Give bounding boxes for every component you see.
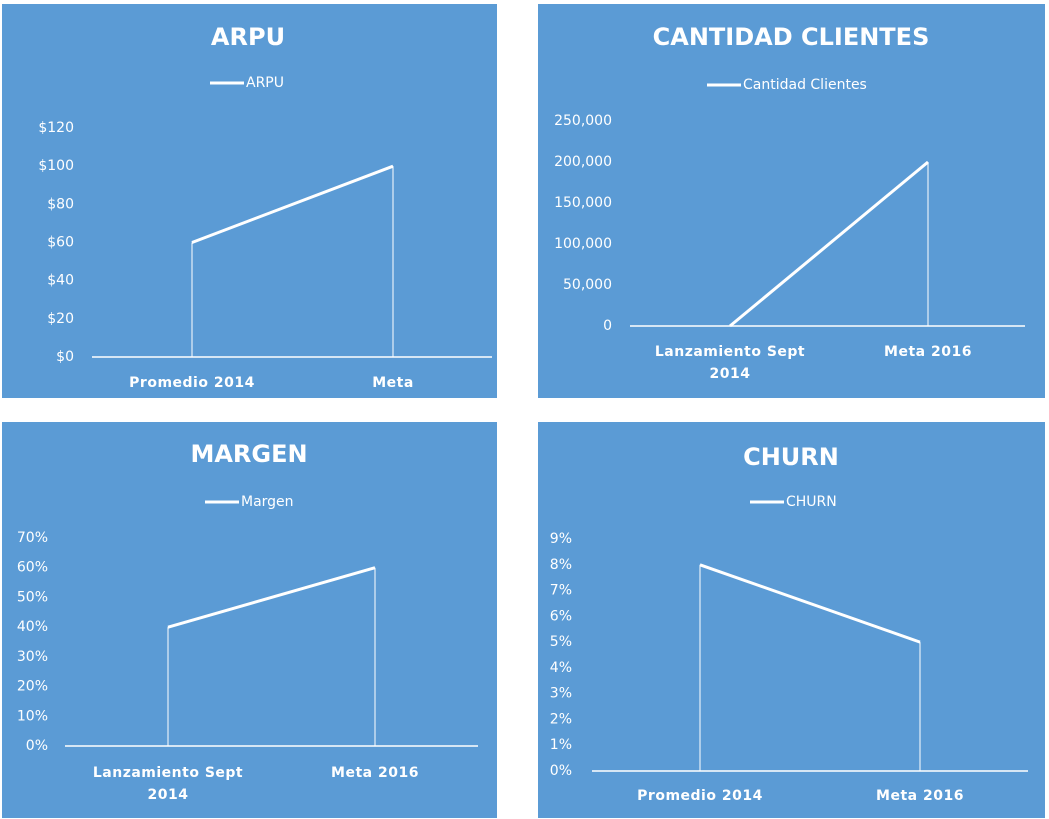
panel <box>2 422 497 818</box>
legend-label: CHURN <box>786 494 837 510</box>
y-tick-label: 9% <box>550 531 572 547</box>
y-tick-label: 150,000 <box>554 195 612 211</box>
y-tick-label: 30% <box>17 649 48 665</box>
y-tick-label: 50% <box>17 589 48 605</box>
y-tick-label: 6% <box>550 608 572 624</box>
y-tick-label: 1% <box>550 737 572 753</box>
y-tick-label: 40% <box>17 619 48 635</box>
y-tick-label: 10% <box>17 708 48 724</box>
x-tick-label: Meta <box>372 375 414 391</box>
legend-label: ARPU <box>246 75 284 91</box>
y-tick-label: 70% <box>17 530 48 546</box>
y-tick-label: 250,000 <box>554 113 612 129</box>
panel <box>538 422 1045 818</box>
x-tick-label: Meta 2016 <box>884 344 972 360</box>
x-tick-label: Meta 2016 <box>876 788 964 804</box>
x-tick-label: Promedio 2014 <box>637 788 763 804</box>
legend-label: Margen <box>241 494 294 510</box>
y-tick-label: 4% <box>550 660 572 676</box>
legend-label: Cantidad Clientes <box>743 77 867 93</box>
y-tick-label: 0% <box>550 763 572 779</box>
x-tick-label: Meta 2016 <box>331 765 419 781</box>
data-line <box>191 164 394 244</box>
y-tick-label: 20% <box>17 679 48 695</box>
y-tick-label: 100,000 <box>554 236 612 252</box>
chart-title: ARPU <box>211 23 285 51</box>
y-tick-label: $20 <box>47 311 74 327</box>
y-tick-label: 2% <box>550 711 572 727</box>
y-tick-label: $40 <box>47 273 74 289</box>
chart-title: CANTIDAD CLIENTES <box>653 23 930 51</box>
data-line <box>729 160 929 328</box>
y-tick-label: $0 <box>56 349 74 365</box>
panel <box>538 4 1045 398</box>
x-tick-label: Lanzamiento Sept 2014 <box>93 765 243 803</box>
chart-title: CHURN <box>743 443 839 471</box>
y-tick-label: 0 <box>603 318 612 334</box>
chart-title: MARGEN <box>190 440 307 468</box>
y-tick-label: 3% <box>550 686 572 702</box>
y-tick-label: $120 <box>38 120 74 136</box>
data-line <box>167 566 376 629</box>
y-tick-label: 200,000 <box>554 154 612 170</box>
y-tick-label: $60 <box>47 235 74 251</box>
x-tick-label: Promedio 2014 <box>129 375 255 391</box>
y-tick-label: 5% <box>550 634 572 650</box>
x-tick-label: Lanzamiento Sept 2014 <box>655 344 805 382</box>
data-line <box>699 563 921 644</box>
y-tick-label: 7% <box>550 583 572 599</box>
y-tick-label: $80 <box>47 196 74 212</box>
y-tick-label: 0% <box>26 738 48 754</box>
y-tick-label: 60% <box>17 560 48 576</box>
y-tick-label: 50,000 <box>563 277 612 293</box>
y-tick-label: $100 <box>38 158 74 174</box>
panel <box>2 4 497 398</box>
y-tick-label: 8% <box>550 557 572 573</box>
